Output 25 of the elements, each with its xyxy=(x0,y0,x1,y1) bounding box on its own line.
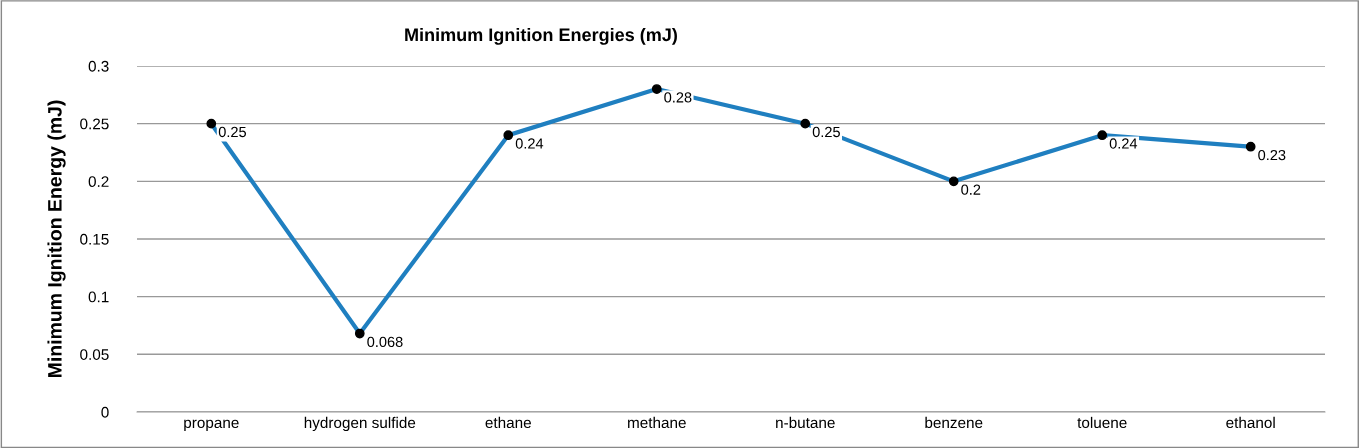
y-axis-title: Minimum Ignition Energy (mJ) xyxy=(47,100,66,378)
y-tick-label: 0.15 xyxy=(80,233,109,245)
y-tick-label: 0.1 xyxy=(88,291,109,303)
x-tick-label: ethane xyxy=(485,416,531,429)
chart-title: Minimum Ignition Energies (mJ) xyxy=(405,27,677,45)
x-tick-label: hydrogen sulfide xyxy=(304,416,416,432)
x-tick-label: toluene xyxy=(1077,416,1127,429)
x-tick-label: methane xyxy=(628,416,686,429)
data-label: 0.24 xyxy=(1109,138,1138,149)
data-label: 0.25 xyxy=(812,126,840,138)
y-tick-label: 0.25 xyxy=(80,118,109,130)
y-tick-label: 0.2 xyxy=(88,176,109,188)
x-tick-label: benzene xyxy=(925,416,983,429)
y-tick-label: 0.05 xyxy=(80,349,109,360)
x-tick-label: ethanol xyxy=(1226,416,1275,429)
y-tick-label: 0 xyxy=(101,406,109,418)
data-label: 0.23 xyxy=(1258,149,1286,161)
x-tick-label: propane xyxy=(184,419,239,432)
x-tick-label: n-butane xyxy=(776,416,835,429)
data-label: 0.25 xyxy=(218,126,247,138)
data-label: 0.068 xyxy=(367,336,403,348)
data-label: 0.24 xyxy=(515,138,544,149)
data-label: 0.28 xyxy=(664,92,692,103)
data-label: 0.2 xyxy=(961,184,981,195)
y-tick-label: 0.3 xyxy=(88,60,109,72)
